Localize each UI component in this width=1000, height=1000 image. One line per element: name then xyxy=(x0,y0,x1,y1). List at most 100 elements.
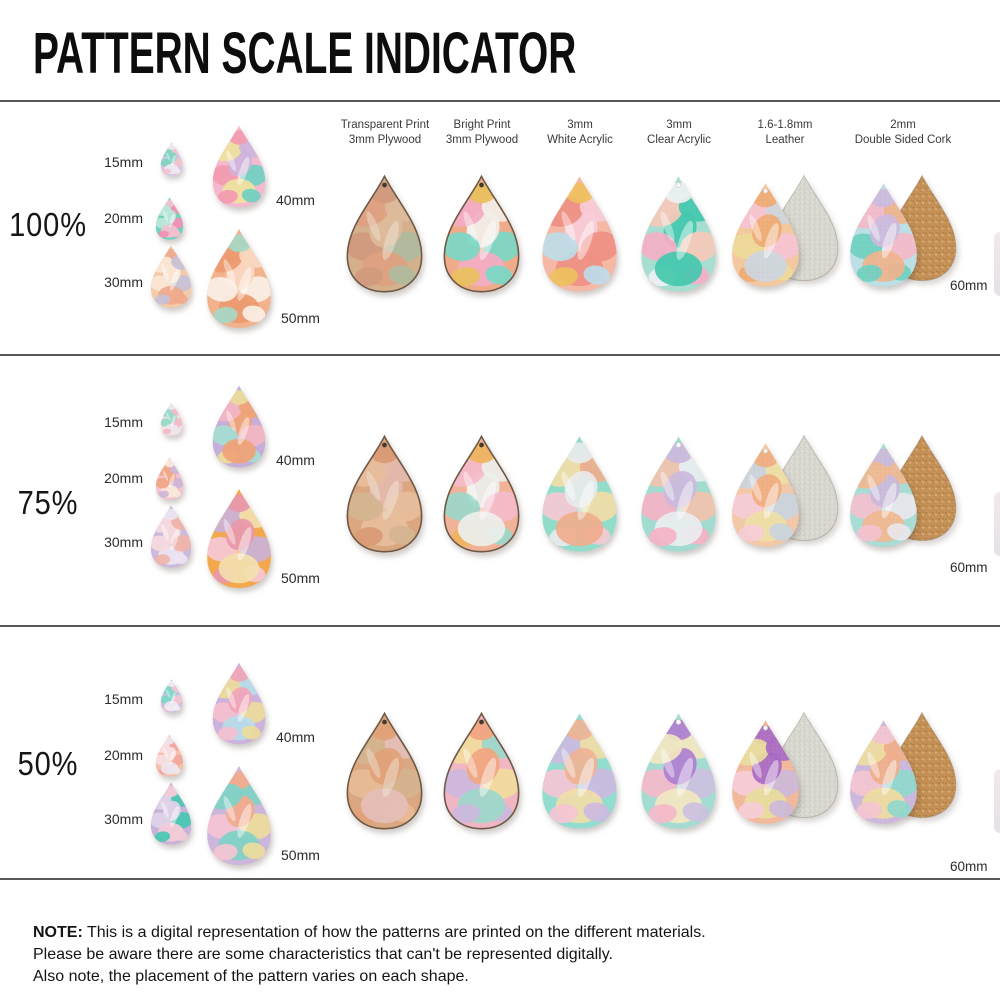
teardrop-30mm xyxy=(148,244,194,309)
size-label-30mm: 30mm xyxy=(104,811,143,827)
sample-size-label: 60mm xyxy=(950,560,988,575)
material-sample-clear-acrylic xyxy=(639,432,718,556)
material-sample-clear-acrylic xyxy=(639,172,718,296)
leather-pattern-art xyxy=(732,183,799,287)
size-label-50mm: 50mm xyxy=(281,310,320,326)
teardrop-art-50mm xyxy=(207,766,271,865)
material-header-leather: 1.6-1.8mm Leather xyxy=(715,118,855,148)
scale-rows: 100% 15mm 20mm 30mm 40mm 50mm Transparent Prin… xyxy=(0,102,1000,880)
cropped-edge-drop xyxy=(994,769,1000,833)
size-label-40mm: 40mm xyxy=(276,729,315,745)
teardrop-50mm xyxy=(205,487,273,590)
size-label-15mm: 15mm xyxy=(104,691,143,707)
teardrop-art-30mm xyxy=(150,505,192,568)
material-header-line1: 3mm xyxy=(567,119,593,131)
cork-pattern-art xyxy=(850,183,917,287)
material-sample-leather xyxy=(730,713,801,831)
teardrop-art-50mm xyxy=(207,229,271,328)
teardrop-20mm xyxy=(155,456,184,501)
material-sample-bright-plywood xyxy=(442,709,521,833)
clear-acrylic-pattern-art xyxy=(641,713,716,829)
transparent-plywood-pattern-art xyxy=(346,434,423,553)
white-acrylic-pattern-art xyxy=(542,436,617,552)
material-sample-white-acrylic xyxy=(540,172,619,296)
teardrop-15mm xyxy=(160,678,183,714)
teardrop-art-20mm xyxy=(155,457,184,500)
bright-plywood-pattern-art xyxy=(443,711,520,830)
page-header: PATTERN SCALE INDICATOR xyxy=(0,0,1000,102)
teardrop-art-30mm xyxy=(150,245,192,308)
teardrop-art-50mm xyxy=(207,489,271,588)
cork-pattern-art xyxy=(850,720,917,824)
cropped-edge-drop xyxy=(994,232,1000,296)
material-header-transparent-plywood: Transparent Print 3mm Plywood xyxy=(315,118,455,148)
material-sample-cork xyxy=(848,436,919,554)
teardrop-15mm xyxy=(160,141,183,177)
sample-size-label: 60mm xyxy=(950,278,988,293)
scale-row-100: 100% 15mm 20mm 30mm 40mm 50mm Transparent Prin… xyxy=(0,102,1000,356)
material-header-clear-acrylic: 3mm Clear Acrylic xyxy=(609,118,749,148)
size-label-20mm: 20mm xyxy=(104,470,143,486)
teardrop-50mm xyxy=(205,764,273,867)
teardrop-40mm xyxy=(210,661,268,746)
leather-pattern-art xyxy=(732,720,799,824)
size-label-50mm: 50mm xyxy=(281,570,320,586)
material-sample-transparent-plywood xyxy=(345,432,424,556)
material-header-bright-plywood: Bright Print 3mm Plywood xyxy=(412,118,552,148)
scale-row-50: 50% 15mm 20mm 30mm 40mm 50mm 60mm xyxy=(0,627,1000,880)
teardrop-art-30mm xyxy=(150,782,192,845)
material-header-white-acrylic: 3mm White Acrylic xyxy=(510,118,650,148)
size-label-40mm: 40mm xyxy=(276,192,315,208)
teardrop-40mm xyxy=(210,124,268,209)
size-label-30mm: 30mm xyxy=(104,274,143,290)
teardrop-art-15mm xyxy=(160,679,183,713)
teardrop-20mm xyxy=(155,733,184,778)
size-label-15mm: 15mm xyxy=(104,414,143,430)
material-header-line1: Bright Print xyxy=(453,119,511,131)
teardrop-20mm xyxy=(155,196,184,241)
size-label-20mm: 20mm xyxy=(104,747,143,763)
material-sample-transparent-plywood xyxy=(345,709,424,833)
teardrop-art-15mm xyxy=(160,142,183,176)
scale-row-75: 75% 15mm 20mm 30mm 40mm 50mm 60mm xyxy=(0,356,1000,627)
size-label-40mm: 40mm xyxy=(276,452,315,468)
teardrop-40mm xyxy=(210,384,268,469)
teardrop-15mm xyxy=(160,401,183,437)
scale-percentage-label: 50% xyxy=(17,745,79,782)
teardrop-art-40mm xyxy=(212,662,266,745)
transparent-plywood-pattern-art xyxy=(346,711,423,830)
teardrop-art-40mm xyxy=(212,385,266,468)
transparent-plywood-pattern-art xyxy=(346,174,423,293)
material-sample-cork xyxy=(848,713,919,831)
material-header-line1: 1.6-1.8mm xyxy=(757,119,813,131)
note-line-2: Please be aware there are some character… xyxy=(33,946,613,963)
size-label-30mm: 30mm xyxy=(104,534,143,550)
scale-percentage-label: 100% xyxy=(9,206,87,243)
sample-size-label: 60mm xyxy=(950,859,988,874)
material-header-line2: 3mm Plywood xyxy=(445,133,519,146)
material-header-line2: White Acrylic xyxy=(547,133,613,146)
material-header-line1: 2mm xyxy=(890,119,916,131)
material-header-line2: Clear Acrylic xyxy=(647,133,711,146)
material-header-line2: Leather xyxy=(765,133,805,146)
material-sample-cork xyxy=(848,176,919,294)
page-title: PATTERN SCALE INDICATOR xyxy=(33,21,577,86)
cropped-edge-drop xyxy=(994,492,1000,556)
material-header-cork: 2mm Double Sided Cork xyxy=(833,118,973,148)
teardrop-art-20mm xyxy=(155,734,184,777)
material-sample-transparent-plywood xyxy=(345,172,424,296)
teardrop-art-15mm xyxy=(160,402,183,436)
bright-plywood-pattern-art xyxy=(443,174,520,293)
material-sample-leather xyxy=(730,436,801,554)
size-label-15mm: 15mm xyxy=(104,154,143,170)
teardrop-30mm xyxy=(148,504,194,569)
material-sample-leather xyxy=(730,176,801,294)
material-header-line2: Double Sided Cork xyxy=(854,133,952,146)
note-section: NOTE: This is a digital representation o… xyxy=(0,880,1000,988)
material-header-line1: Transparent Print xyxy=(340,119,430,131)
clear-acrylic-pattern-art xyxy=(641,176,716,292)
note-line-1: NOTE: This is a digital representation o… xyxy=(33,924,706,941)
material-header-line2: 3mm Plywood xyxy=(348,133,422,146)
cork-pattern-art xyxy=(850,443,917,547)
material-sample-bright-plywood xyxy=(442,172,521,296)
